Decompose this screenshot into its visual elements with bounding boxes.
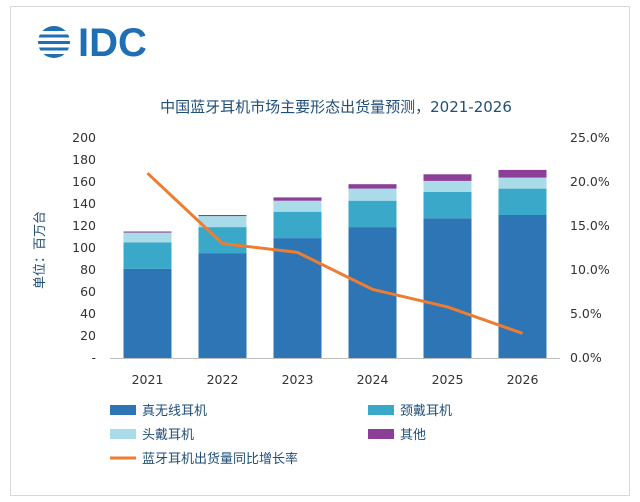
idc-globe-icon bbox=[36, 26, 72, 58]
bar-segment bbox=[423, 218, 472, 358]
idc-logo-text: IDC bbox=[78, 22, 147, 62]
y2-tick-label: 10.0% bbox=[570, 262, 610, 277]
y-tick-label: 60 bbox=[80, 284, 96, 299]
bar-segment bbox=[348, 200, 397, 228]
growth-line bbox=[146, 172, 523, 335]
legend-label: 其他 bbox=[400, 428, 426, 443]
y-tick-label: 120 bbox=[72, 218, 96, 233]
y2-tick-label: 5.0% bbox=[570, 306, 602, 321]
y-tick-label: 140 bbox=[72, 196, 96, 211]
bar-segment bbox=[198, 253, 247, 358]
y-tick-label: 100 bbox=[72, 240, 96, 255]
y2-tick-label: 20.0% bbox=[570, 174, 610, 189]
bar-segment bbox=[423, 191, 472, 219]
x-tick-label: 2022 bbox=[207, 372, 239, 387]
x-tick-label: 2025 bbox=[432, 372, 464, 387]
legend-swatch bbox=[368, 429, 394, 439]
bar-segment bbox=[123, 231, 172, 233]
y-tick-label: 200 bbox=[72, 130, 96, 145]
y-tick-label: 80 bbox=[80, 262, 96, 277]
growth-rate-line bbox=[146, 172, 523, 335]
bar-segment bbox=[348, 188, 397, 201]
bar-segment bbox=[198, 227, 247, 254]
legend-label: 头戴耳机 bbox=[142, 428, 194, 443]
legend-label: 蓝牙耳机出货量同比增长率 bbox=[142, 451, 298, 467]
x-tick-label: 2021 bbox=[132, 372, 164, 387]
bar-segment bbox=[273, 238, 322, 358]
y-tick-label: 160 bbox=[72, 174, 96, 189]
bar-segment bbox=[273, 200, 322, 212]
bar-segment bbox=[348, 184, 397, 189]
bar-segment bbox=[498, 215, 547, 358]
idc-logo: IDC bbox=[36, 22, 147, 62]
y2-tick-label: 25.0% bbox=[570, 130, 610, 145]
legend-label: 真无线耳机 bbox=[142, 404, 207, 419]
y2-tick-label: 15.0% bbox=[570, 218, 610, 233]
y-tick-label: 180 bbox=[72, 152, 96, 167]
y-axis-label: 单位：百万台 bbox=[33, 211, 48, 289]
bar-segment bbox=[498, 169, 547, 178]
bar-segment bbox=[123, 268, 172, 358]
bar-segment bbox=[498, 188, 547, 215]
y2-axis-ticks: 0.0% 5.0% 10.0% 15.0% 20.0% 25.0% bbox=[570, 130, 610, 365]
y-tick-label: - bbox=[91, 350, 96, 365]
bar-segment bbox=[423, 180, 472, 192]
legend-swatch bbox=[368, 405, 394, 415]
y2-tick-label: 0.0% bbox=[570, 350, 602, 365]
y-tick-label: 40 bbox=[80, 306, 96, 321]
x-axis-ticks: 2021 2022 2023 2024 2025 2026 bbox=[132, 372, 539, 387]
y-axis-ticks: - 20 40 60 80 100 120 140 160 180 200 bbox=[72, 130, 96, 365]
x-tick-label: 2023 bbox=[282, 372, 314, 387]
legend-swatch bbox=[110, 429, 136, 439]
x-tick-label: 2024 bbox=[357, 372, 389, 387]
bar-segment bbox=[198, 215, 247, 217]
bar-segment bbox=[498, 177, 547, 189]
legend-label: 颈戴耳机 bbox=[400, 404, 452, 419]
chart-title: 中国蓝牙耳机市场主要形态出货量预测，2021-2026 bbox=[160, 98, 512, 116]
y-tick-label: 20 bbox=[80, 328, 96, 343]
bar-segment bbox=[273, 211, 322, 239]
bar-segment bbox=[423, 174, 472, 181]
x-tick-label: 2026 bbox=[507, 372, 539, 387]
bar-segment bbox=[273, 197, 322, 201]
bar-segment bbox=[123, 232, 172, 243]
bar-segment bbox=[198, 216, 247, 228]
bars bbox=[123, 169, 547, 358]
legend-swatch bbox=[110, 405, 136, 415]
bar-segment bbox=[123, 242, 172, 269]
